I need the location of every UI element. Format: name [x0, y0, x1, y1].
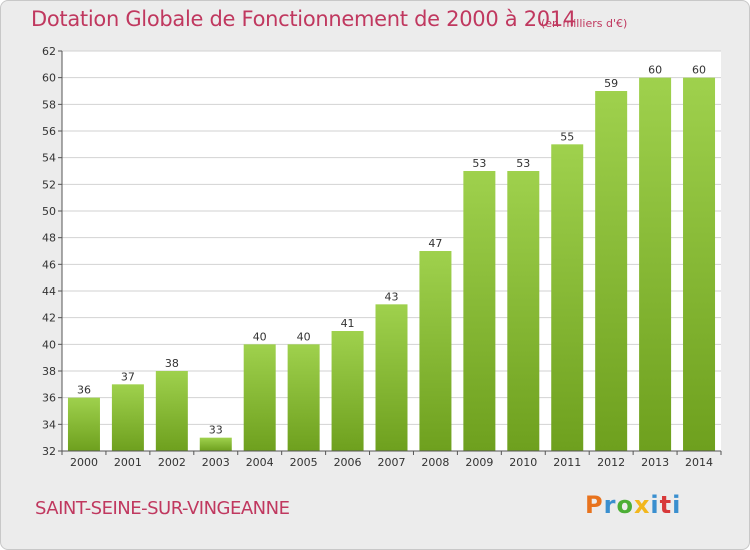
- data-label: 53: [516, 157, 530, 170]
- data-label: 59: [604, 77, 618, 90]
- bar: [155, 371, 188, 451]
- data-label: 36: [77, 384, 91, 397]
- y-tick-label: 62: [42, 45, 56, 58]
- y-tick-label: 38: [42, 365, 56, 378]
- data-label: 41: [341, 317, 355, 330]
- x-tick-label: 2004: [246, 456, 274, 469]
- y-tick-label: 58: [42, 98, 56, 111]
- y-tick-label: 60: [42, 72, 56, 85]
- x-tick-label: 2005: [290, 456, 318, 469]
- y-tick-label: 40: [42, 338, 56, 351]
- y-tick-label: 32: [42, 445, 56, 458]
- data-label: 43: [385, 290, 399, 303]
- x-tick-label: 2011: [553, 456, 581, 469]
- bar: [683, 77, 716, 452]
- data-label: 33: [209, 424, 223, 437]
- bar: [287, 344, 320, 451]
- data-label: 40: [297, 330, 311, 343]
- bar: [551, 144, 584, 452]
- x-tick-label: 2008: [421, 456, 449, 469]
- x-tick-label: 2012: [597, 456, 625, 469]
- bar: [375, 304, 408, 451]
- bar: [67, 397, 100, 451]
- bar: [463, 171, 496, 451]
- bar: [111, 384, 144, 451]
- bar: [507, 171, 540, 451]
- chart-subtitle: (en milliers d'€): [541, 17, 628, 30]
- x-tick-label: 2000: [70, 456, 98, 469]
- data-label: 37: [121, 370, 135, 383]
- bar: [595, 91, 628, 451]
- y-tick-label: 34: [42, 418, 56, 431]
- commune-name: SAINT-SEINE-SUR-VINGEANNE: [35, 498, 290, 519]
- data-label: 60: [648, 64, 662, 77]
- data-label: 47: [428, 237, 442, 250]
- x-tick-label: 2006: [334, 456, 362, 469]
- y-tick-label: 46: [42, 258, 56, 271]
- x-tick-label: 2014: [685, 456, 713, 469]
- bar: [199, 437, 232, 451]
- x-tick-label: 2002: [158, 456, 186, 469]
- bar: [243, 344, 276, 451]
- x-tick-label: 2007: [378, 456, 406, 469]
- proxiti-logo: Proxiti: [585, 491, 682, 519]
- data-label: 40: [253, 330, 267, 343]
- x-tick-label: 2003: [202, 456, 230, 469]
- x-tick-label: 2013: [641, 456, 669, 469]
- y-tick-label: 48: [42, 232, 56, 245]
- y-tick-label: 42: [42, 312, 56, 325]
- y-tick-label: 36: [42, 392, 56, 405]
- data-label: 53: [472, 157, 486, 170]
- bar: [639, 77, 672, 452]
- data-label: 38: [165, 357, 179, 370]
- y-tick-label: 44: [42, 285, 56, 298]
- bar: [331, 331, 364, 451]
- y-tick-label: 54: [42, 152, 56, 165]
- x-tick-label: 2010: [509, 456, 537, 469]
- bar: [419, 251, 452, 451]
- data-label: 60: [692, 64, 706, 77]
- y-tick-label: 50: [42, 205, 56, 218]
- data-label: 55: [560, 130, 574, 143]
- x-tick-label: 2009: [465, 456, 493, 469]
- y-tick-label: 56: [42, 125, 56, 138]
- chart-title: Dotation Globale de Fonctionnement de 20…: [31, 7, 576, 31]
- x-tick-label: 2001: [114, 456, 142, 469]
- y-tick-label: 52: [42, 178, 56, 191]
